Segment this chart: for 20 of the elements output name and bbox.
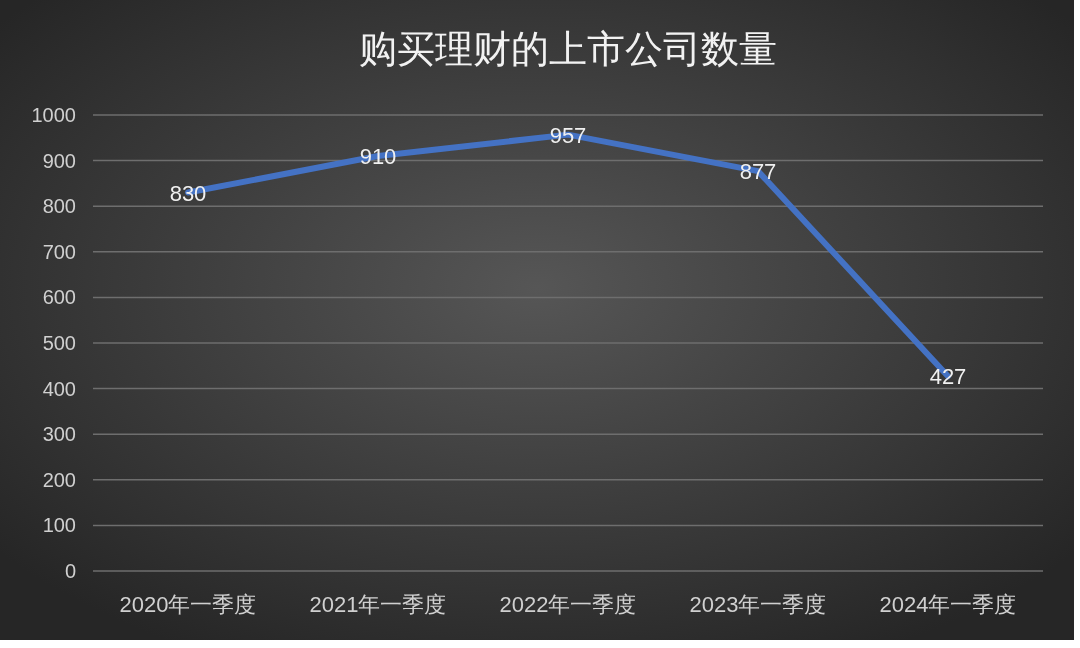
y-tick-label: 500 bbox=[42, 332, 76, 354]
x-tick-label: 2021年一季度 bbox=[309, 592, 447, 617]
chart-title: 购买理财的上市公司数量 bbox=[359, 28, 777, 70]
x-tick-label: 2024年一季度 bbox=[879, 592, 1017, 617]
data-label: 830 bbox=[169, 180, 207, 206]
y-tick-label: 1000 bbox=[31, 104, 76, 126]
y-tick-label: 100 bbox=[42, 514, 76, 537]
data-label: 957 bbox=[549, 122, 587, 148]
x-tick-label: 2023年一季度 bbox=[689, 592, 827, 617]
x-tick-label: 2020年一季度 bbox=[119, 592, 257, 617]
y-tick-label: 200 bbox=[42, 468, 76, 491]
y-tick-label: 0 bbox=[64, 560, 76, 582]
y-tick-label: 700 bbox=[42, 240, 76, 263]
x-tick-label: 2022年一季度 bbox=[499, 592, 637, 617]
y-tick-label: 600 bbox=[42, 286, 76, 309]
y-tick-label: 300 bbox=[42, 423, 76, 446]
y-tick-label: 900 bbox=[42, 149, 76, 172]
y-tick-label: 400 bbox=[42, 377, 76, 400]
y-tick-label: 800 bbox=[42, 195, 76, 218]
data-label: 427 bbox=[929, 364, 967, 390]
